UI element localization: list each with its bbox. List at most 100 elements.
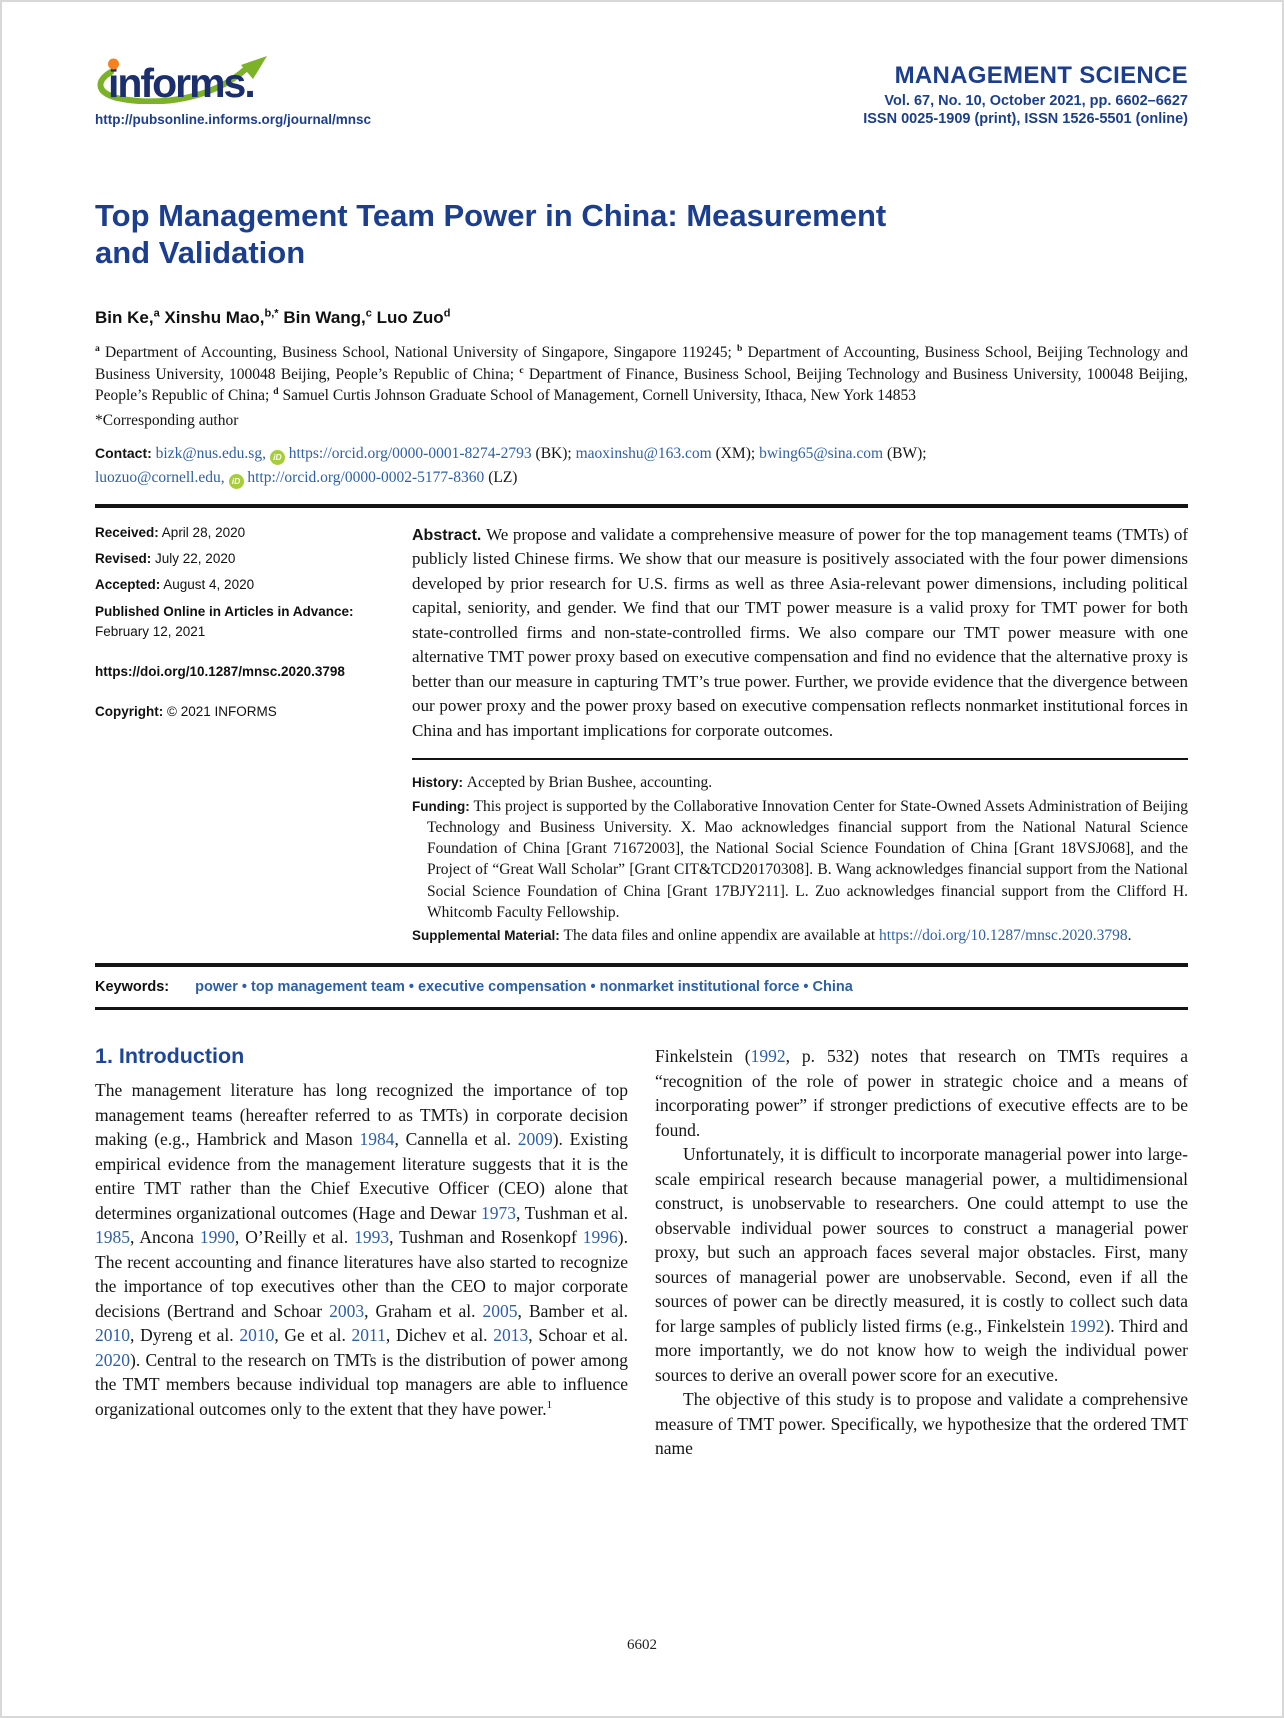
text-run: top management team: [250, 978, 405, 995]
journal-volume-line: Vol. 67, No. 10, October 2021, pp. 6602–…: [884, 92, 1188, 109]
orcid-icon[interactable]: iD: [269, 450, 285, 466]
superscript: c: [365, 307, 372, 320]
citation-link[interactable]: 2005: [482, 1300, 518, 1321]
logo-swoosh-icon: [97, 65, 250, 105]
text-run: Unfortunately, it is difficult to incorp…: [655, 1144, 1188, 1336]
text-run: Bin Wang,: [278, 308, 366, 328]
received-label: Received:: [95, 524, 159, 540]
citation-link[interactable]: 1992: [1069, 1315, 1105, 1336]
history-note: History: Accepted by Brian Bushee, accou…: [412, 772, 1188, 793]
field-label: Abstract.: [412, 526, 487, 544]
objective-paragraph: The objective of this study is to propos…: [655, 1387, 1188, 1461]
horizontal-rule: [95, 503, 1188, 508]
citation-link[interactable]: 1973: [480, 1202, 516, 1223]
supplemental-note: Supplemental Material: The data files an…: [412, 925, 1188, 946]
copyright-value: © 2021 INFORMS: [163, 704, 277, 720]
text-run: Department of Finance, Business School, …: [95, 365, 1188, 404]
logo-orange-dot-icon: [108, 58, 119, 70]
obstacles-paragraph: Unfortunately, it is difficult to incorp…: [655, 1142, 1188, 1387]
email-link-bk[interactable]: bizk@nus.edu.sg,: [155, 445, 266, 463]
orcid-link-bk[interactable]: https://orcid.org/0000-0001-8274-2793: [288, 445, 532, 463]
citation-link[interactable]: 1992: [750, 1046, 786, 1067]
text-run: , Tushman et al.: [515, 1202, 628, 1223]
citation-link[interactable]: 1996: [582, 1227, 618, 1248]
email-link-lz[interactable]: luozuo@cornell.edu,: [95, 468, 225, 486]
revised-row: Revised: July 22, 2020: [95, 549, 380, 569]
intro-paragraph: The management literature has long recog…: [95, 1078, 628, 1421]
text-run: (XM);: [711, 445, 760, 463]
affiliations: a Department of Accounting, Business Sch…: [95, 342, 1188, 406]
page-number: 6602: [627, 1637, 657, 1653]
text-run: This project is supported by the Collabo…: [427, 797, 1188, 921]
citation-link[interactable]: 2003: [329, 1300, 365, 1321]
citation-link[interactable]: 2020: [95, 1349, 130, 1370]
text-run: Department of Accounting, Business Schoo…: [95, 344, 1188, 383]
orcid-link-lz[interactable]: http://orcid.org/0000-0002-5177-8360: [247, 468, 485, 486]
text-run: ). Existing empirical evidence from the …: [95, 1129, 628, 1223]
finkelstein-paragraph: Finkelstein (1992, p. 532) notes that re…: [655, 1044, 1188, 1142]
citation-link[interactable]: 1993: [354, 1227, 390, 1248]
citation-link[interactable]: 2011: [351, 1325, 386, 1346]
text-run: Department of Accounting, Business Schoo…: [99, 344, 738, 362]
text-run: Finkelstein (: [655, 1046, 751, 1067]
corresponding-author-note: *Corresponding author: [95, 412, 239, 430]
text-run: , Ancona: [130, 1227, 200, 1248]
text-run: •: [237, 978, 251, 995]
text-run: (BK);: [531, 445, 576, 463]
text-run: ). Third and more importantly, we do not…: [655, 1315, 1188, 1385]
citation-link[interactable]: 2009: [517, 1129, 553, 1150]
text-run: (LZ): [484, 468, 518, 486]
journal-url-link[interactable]: http://pubsonline.informs.org/journal/mn…: [95, 112, 371, 127]
text-run: Bin Ke,: [95, 308, 154, 328]
article-body: 1. Introduction The management literatur…: [95, 1044, 1188, 1461]
superscript: d: [443, 307, 451, 320]
doi-link[interactable]: https://doi.org/10.1287/mnsc.2020.3798: [95, 664, 345, 679]
text-run: , p. 532) notes that research on TMTs re…: [655, 1046, 1188, 1140]
superscript: d: [273, 385, 279, 397]
copyright-label: Copyright:: [95, 704, 164, 720]
supplemental-doi-link[interactable]: https://doi.org/10.1287/mnsc.2020.3798: [879, 927, 1128, 945]
superscript: c: [519, 364, 524, 376]
text-run: [225, 469, 229, 486]
article-title-line2: and Validation: [95, 235, 306, 271]
article-title-line1: Top Management Team Power in China: Meas…: [95, 197, 887, 233]
email-link-bw[interactable]: bwing65@sina.com: [759, 445, 884, 463]
email-link-xm[interactable]: maoxinshu@163.com: [575, 445, 712, 463]
contact-line: Contact: bizk@nus.edu.sg, iD https://orc…: [95, 442, 1188, 489]
body-column-right: Finkelstein (1992, p. 532) notes that re…: [655, 1044, 1188, 1461]
keywords-label: Keywords:: [95, 978, 170, 995]
funding-note: Funding: This project is supported by th…: [412, 796, 1188, 923]
journal-name: MANAGEMENT SCIENCE: [894, 61, 1188, 89]
text-run: , Graham et al.: [364, 1300, 483, 1321]
text-run: Samuel Curtis Johnson Graduate School of…: [278, 386, 916, 404]
logo-arrowhead-icon: [241, 56, 267, 79]
text-run: , Cannella et al.: [394, 1129, 518, 1150]
text-run: nonmarket institutional force: [599, 978, 800, 995]
citation-link[interactable]: 1984: [359, 1129, 395, 1150]
orcid-icon[interactable]: iD: [228, 473, 244, 489]
text-run: The management literature has long recog…: [95, 1080, 628, 1150]
section-heading-introduction: 1. Introduction: [95, 1044, 245, 1069]
citation-link[interactable]: 2013: [493, 1325, 529, 1346]
published-label: Published Online in Articles in Advance:: [95, 603, 354, 619]
citation-link[interactable]: 2010: [95, 1325, 130, 1346]
citation-link[interactable]: 1985: [95, 1227, 130, 1248]
abstract-column: Abstract. We propose and validate a comp…: [412, 523, 1188, 949]
citation-link[interactable]: 2010: [239, 1325, 275, 1346]
text-run: , Ge et al.: [274, 1325, 352, 1346]
superscript: 1: [546, 1399, 553, 1412]
received-row: Received: April 28, 2020: [95, 523, 380, 543]
text-run: , Tushman and Rosenkopf: [389, 1227, 583, 1248]
author-list: Bin Ke,a Xinshu Mao,b,* Bin Wang,c Luo Z…: [95, 308, 1188, 328]
field-label: History:: [412, 775, 467, 791]
citation-link[interactable]: 1990: [199, 1227, 235, 1248]
text-run: [266, 445, 270, 462]
copyright-row: Copyright: © 2021 INFORMS: [95, 702, 380, 722]
superscript: b: [737, 342, 743, 354]
text-run: , Bamber et al.: [517, 1300, 628, 1321]
article-title: Top Management Team Power in China: Meas…: [95, 197, 1188, 273]
field-label: Contact:: [95, 445, 156, 462]
accepted-label: Accepted:: [95, 577, 161, 593]
superscript: b,*: [264, 307, 279, 320]
informs-logo[interactable]: informs.: [95, 52, 273, 106]
